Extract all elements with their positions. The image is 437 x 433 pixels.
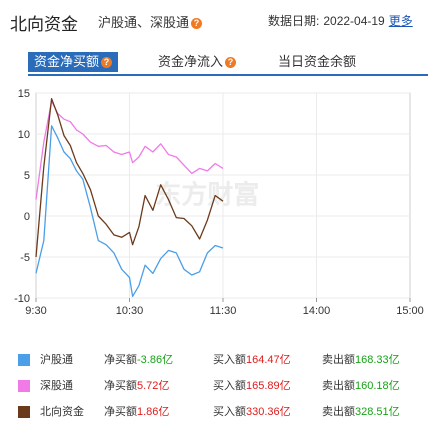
y-tick-label: -10 — [14, 293, 30, 305]
x-tick-label: 14:00 — [303, 305, 331, 317]
legend: 沪股通 净买额-3.86亿 买入额164.47亿 卖出额168.33亿 深股通 … — [0, 342, 437, 433]
more-link[interactable]: 更多 — [388, 14, 413, 28]
net-label: 净买额 — [104, 354, 137, 366]
sell-value: 160.18亿 — [355, 380, 400, 392]
legend-swatch — [18, 406, 30, 418]
legend-buy: 买入额165.89亿 — [213, 374, 291, 398]
legend-buy: 买入额164.47亿 — [213, 348, 291, 372]
sell-label: 卖出额 — [322, 380, 355, 392]
series-line-2 — [35, 100, 224, 200]
legend-row-sh: 沪股通 净买额-3.86亿 买入额164.47亿 卖出额168.33亿 — [0, 348, 437, 372]
tab-net-buy-label: 资金净买额 — [34, 54, 100, 69]
buy-label: 买入额 — [213, 406, 246, 418]
buy-label: 买入额 — [213, 354, 246, 366]
subtitle-text: 沪股通、深股通 — [98, 15, 190, 30]
line-chart: 东方财富 15 10 5 0 -5 -109:30 10:30 11:30 14:00 15:00 — [14, 88, 424, 317]
watermark-text: 东方财富 — [155, 180, 259, 210]
net-label: 净买额 — [104, 406, 137, 418]
legend-buy: 买入额330.36亿 — [213, 400, 291, 424]
tab-underline — [28, 74, 428, 76]
legend-net: 净买额5.72亿 — [104, 374, 169, 398]
header: 北向资金 沪股通、深股通? 数据日期: 2022-04-19 更多 — [0, 0, 437, 40]
legend-sell: 卖出额168.33亿 — [322, 348, 400, 372]
net-value: 1.86亿 — [137, 406, 170, 418]
sell-label: 卖出额 — [322, 354, 355, 366]
net-value: 5.72亿 — [137, 380, 170, 392]
legend-name: 深股通 — [40, 380, 73, 392]
x-tick-label: 11:30 — [210, 305, 237, 317]
legend-net: 净买额1.86亿 — [104, 400, 169, 424]
x-tick-label: 9:30 — [25, 305, 46, 317]
legend-name: 沪股通 — [40, 354, 73, 366]
sell-label: 卖出额 — [322, 406, 355, 418]
legend-net: 净买额-3.86亿 — [104, 348, 173, 372]
date-info: 数据日期: 2022-04-19 更多 — [268, 12, 413, 29]
y-tick-label: 10 — [18, 129, 30, 141]
y-tick-label: -5 — [20, 252, 30, 264]
legend-name: 北向资金 — [40, 406, 84, 418]
buy-value: 165.89亿 — [246, 380, 291, 392]
x-tick-label: 15:00 — [396, 305, 424, 317]
net-value: -3.86亿 — [137, 354, 174, 366]
legend-swatch — [18, 380, 30, 392]
tab-bar: 资金净买额? 资金净流入? 当日资金余额 — [20, 52, 428, 76]
series-line-3 — [35, 98, 224, 258]
help-icon[interactable]: ? — [225, 57, 237, 69]
x-tick-label: 10:30 — [116, 305, 144, 317]
tab-net-buy[interactable]: 资金净买额? — [28, 52, 119, 72]
help-icon[interactable]: ? — [101, 57, 113, 69]
subtitle: 沪股通、深股通? — [98, 12, 203, 31]
legend-row-sz: 深股通 净买额5.72亿 买入额165.89亿 卖出额160.18亿 — [0, 374, 437, 398]
sell-value: 168.33亿 — [355, 354, 400, 366]
y-tick-label: 15 — [18, 88, 30, 100]
legend-sell: 卖出额160.18亿 — [322, 374, 400, 398]
buy-label: 买入额 — [213, 380, 246, 392]
page-title: 北向资金 — [10, 15, 78, 34]
sell-value: 328.51亿 — [355, 406, 400, 418]
net-label: 净买额 — [104, 380, 137, 392]
legend-sell: 卖出额328.51亿 — [322, 400, 400, 424]
legend-row-north: 北向资金 净买额1.86亿 买入额330.36亿 卖出额328.51亿 — [0, 400, 437, 424]
tab-balance-label: 当日资金余额 — [278, 54, 357, 69]
y-tick-label: 0 — [24, 211, 30, 223]
tab-balance[interactable]: 当日资金余额 — [278, 52, 356, 72]
tab-net-inflow-label: 资金净流入 — [158, 54, 224, 69]
buy-value: 164.47亿 — [246, 354, 291, 366]
help-icon[interactable]: ? — [191, 18, 203, 30]
buy-value: 330.36亿 — [246, 406, 291, 418]
date-label: 数据日期: — [268, 14, 320, 28]
legend-swatch — [18, 354, 30, 366]
date-value: 2022-04-19 — [323, 14, 385, 28]
tab-net-inflow[interactable]: 资金净流入? — [158, 52, 237, 72]
y-tick-label: 5 — [24, 170, 30, 182]
series-line-1 — [35, 125, 224, 298]
